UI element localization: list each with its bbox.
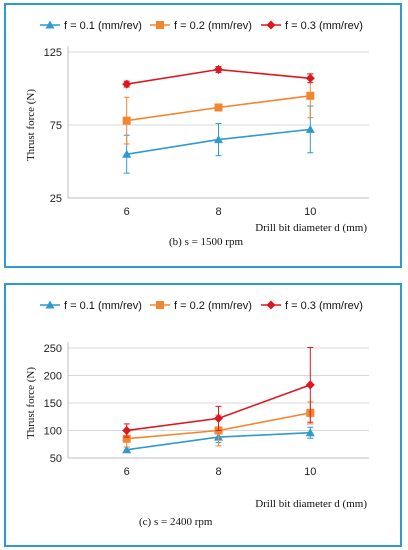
- data-point-c-2-0: [122, 426, 132, 435]
- data-point-c-0-2: [305, 428, 315, 437]
- y-tick-label-c-1: 100: [44, 426, 62, 438]
- data-point-c-1-0: [122, 434, 131, 443]
- legend-item-b-1: f = 0.2 (mm/rev): [150, 20, 252, 32]
- data-point-c-0-0: [122, 445, 132, 454]
- legend-item-c-1: f = 0.2 (mm/rev): [150, 300, 252, 312]
- x-tick-label-b-2: 10: [304, 206, 316, 218]
- chart-panel-c: f = 0.1 (mm/rev) f = 0.2 (mm/rev) f = 0.3 …: [4, 283, 402, 547]
- x-tick-label-b-1: 8: [215, 206, 221, 218]
- y-axis-title-c: Thrust force (N): [25, 367, 37, 439]
- legend-item-b-2: f = 0.3 (mm/rev): [261, 20, 363, 32]
- legend-marker-c-2: [266, 300, 276, 310]
- legend-marker-b-2: [266, 20, 276, 30]
- data-point-b-0-0: [122, 149, 132, 158]
- x-tick-label-b-0: 6: [124, 206, 130, 218]
- legend-label-b-0: f = 0.1 (mm/rev): [64, 20, 142, 32]
- caption-b: (b) s = 1500 rpm: [169, 236, 243, 248]
- legend-marker-c-1: [156, 301, 164, 309]
- chart-c-svg: f = 0.1 (mm/rev) f = 0.2 (mm/rev) f = 0.3 …: [25, 300, 369, 528]
- x-tick-label-c-1: 8: [215, 466, 221, 478]
- legend-marker-b-0: [45, 20, 55, 29]
- legend-item-c-0: f = 0.1 (mm/rev): [40, 300, 142, 312]
- data-point-c-2-2: [305, 380, 315, 390]
- legend-label-b-1: f = 0.2 (mm/rev): [174, 20, 252, 32]
- legend-label-c-0: f = 0.1 (mm/rev): [64, 300, 142, 312]
- data-point-b-2-1: [214, 65, 223, 75]
- y-tick-label-c-4: 250: [44, 343, 62, 355]
- legend-label-c-2: f = 0.3 (mm/rev): [285, 300, 363, 312]
- data-point-b-2-0: [122, 79, 132, 89]
- x-tick-label-c-0: 6: [124, 466, 130, 478]
- legend-c: f = 0.1 (mm/rev) f = 0.2 (mm/rev) f = 0.3 …: [40, 300, 363, 312]
- data-point-b-1-2: [306, 91, 315, 100]
- x-axis-title-c: Drill bit diameter d (mm): [255, 498, 367, 510]
- y-tick-label-b-0: 25: [50, 193, 62, 205]
- y-tick-label-b-2: 125: [44, 47, 62, 59]
- y-tick-label-c-0: 50: [50, 453, 62, 465]
- y-axis-title-b: Thrust force (N): [25, 89, 37, 161]
- legend-b: f = 0.1 (mm/rev) f = 0.2 (mm/rev) f = 0.3 …: [40, 20, 363, 32]
- y-tick-label-b-1: 75: [50, 120, 62, 132]
- x-axis-title-b: Drill bit diameter d (mm): [255, 222, 367, 234]
- series-b-1: [122, 73, 315, 145]
- legend-item-c-2: f = 0.3 (mm/rev): [261, 300, 363, 312]
- data-point-b-0-1: [214, 135, 223, 144]
- legend-label-c-1: f = 0.2 (mm/rev): [174, 300, 252, 312]
- chart-b-svg: f = 0.1 (mm/rev) f = 0.2 (mm/rev) f = 0.3 …: [25, 20, 369, 248]
- series-b-0: [122, 105, 315, 174]
- series-b-2: [122, 65, 315, 89]
- series-c-2: [122, 346, 315, 438]
- chart-panel-b: f = 0.1 (mm/rev) f = 0.2 (mm/rev) f = 0.3 …: [4, 3, 402, 268]
- data-point-b-2-2: [305, 73, 315, 83]
- legend-marker-c-0: [45, 300, 55, 309]
- data-point-b-1-1: [214, 103, 223, 112]
- y-tick-label-c-2: 150: [44, 398, 62, 410]
- x-tick-label-c-2: 10: [304, 466, 316, 478]
- legend-marker-b-1: [156, 21, 164, 29]
- y-tick-label-c-3: 200: [44, 371, 62, 383]
- data-point-b-0-2: [305, 124, 315, 133]
- data-point-b-1-0: [122, 116, 131, 125]
- data-point-c-2-1: [214, 413, 223, 423]
- legend-item-b-0: f = 0.1 (mm/rev): [40, 20, 142, 32]
- caption-c: (c) s = 2400 rpm: [139, 516, 213, 528]
- legend-label-b-2: f = 0.3 (mm/rev): [285, 20, 363, 32]
